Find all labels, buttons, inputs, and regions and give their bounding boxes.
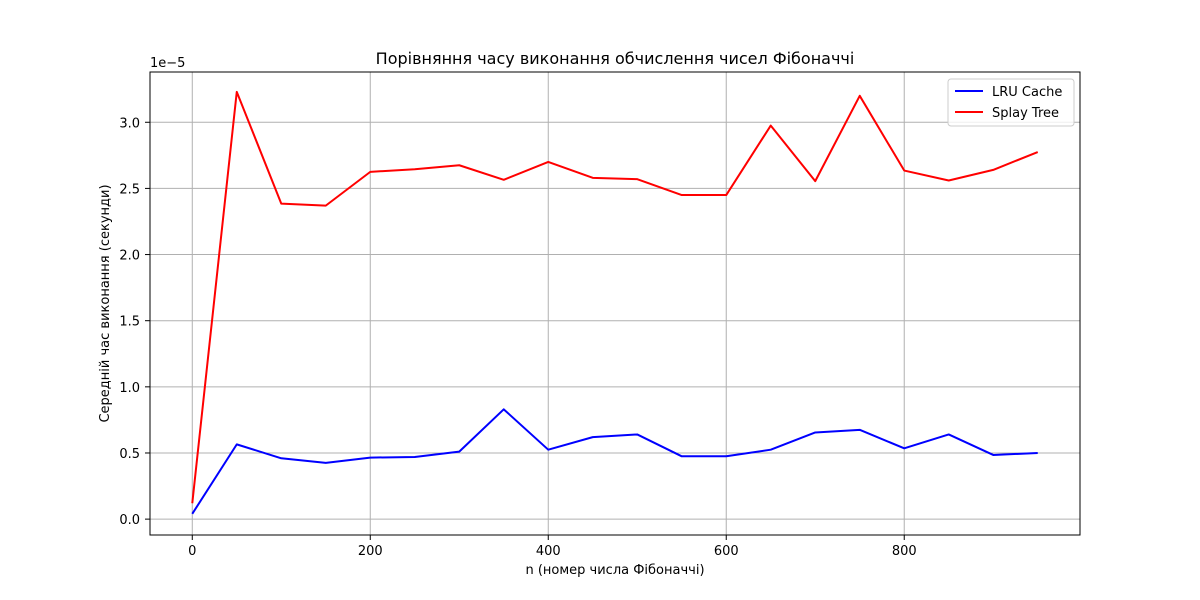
series-line-splay-tree <box>191 90 1039 504</box>
y-tick-label: 1.0 <box>119 381 140 396</box>
x-tick-label: 800 <box>892 544 917 559</box>
x-tick-label: 600 <box>714 544 739 559</box>
y-tick-label: 0.0 <box>119 513 140 528</box>
x-axis-title: n (номер числа Фібоначчі) <box>525 563 704 578</box>
legend-label-splay-tree: Splay Tree <box>992 106 1059 121</box>
series-lines <box>191 90 1039 515</box>
y-tick-label: 0.5 <box>119 447 140 462</box>
axis-ticks: 0 200 400 600 800 0.0 0.5 1.0 1.5 2.0 2.5 3.0 <box>119 116 916 559</box>
chart-title: Порівняння часу виконання обчислення чис… <box>376 49 855 68</box>
y-axis-offset-label: 1e−5 <box>150 56 185 71</box>
x-tick-label: 400 <box>536 544 561 559</box>
y-tick-label: 3.0 <box>119 116 140 131</box>
grid <box>150 72 1080 535</box>
legend: LRU Cache Splay Tree <box>947 78 1075 127</box>
x-tick-label: 200 <box>358 544 383 559</box>
y-axis-title: Середній час виконання (секунди) <box>98 184 113 422</box>
legend-label-lru-cache: LRU Cache <box>992 85 1062 100</box>
series-line-lru-cache <box>191 408 1038 515</box>
y-tick-label: 2.0 <box>119 249 140 264</box>
x-tick-label: 0 <box>188 544 196 559</box>
y-tick-label: 2.5 <box>119 182 140 197</box>
y-tick-label: 1.5 <box>119 315 140 330</box>
plot-frame <box>149 71 1081 536</box>
